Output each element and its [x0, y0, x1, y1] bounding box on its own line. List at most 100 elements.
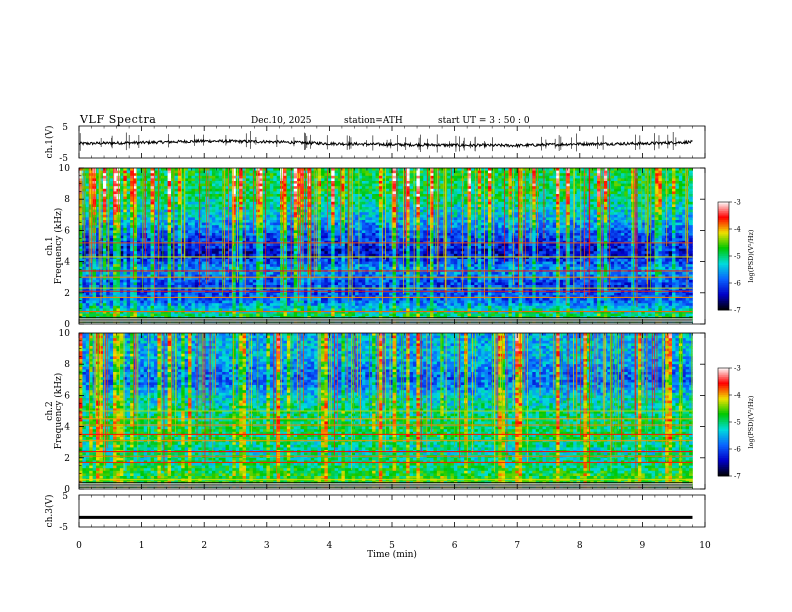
- ch.1-psd-cell: [198, 168, 203, 171]
- ch.1-psd-cell: [286, 168, 291, 171]
- ch.1-psd-cell: [136, 222, 141, 226]
- ch.1-psd-cell: [389, 227, 393, 231]
- ch.1-psd-cell: [324, 225, 329, 229]
- ch.1-psd-cell: [358, 183, 363, 187]
- ch.1-psd-cell: [273, 207, 278, 210]
- ch.1-psd-cell: [252, 188, 257, 192]
- ch.1-psd-cell: [96, 214, 100, 218]
- ch.1-psd-cell: [201, 178, 206, 182]
- ch.1-psd-cell: [413, 178, 417, 182]
- ch.1-psd-cell: [399, 235, 404, 239]
- ch.1-psd-cell: [188, 188, 192, 192]
- ch.1-psd-cell: [416, 183, 421, 187]
- ch.1-psd-cell: [109, 207, 114, 210]
- ch.1-psd-cell: [252, 199, 257, 203]
- ch.1-psd-cell: [290, 227, 295, 231]
- ch.1-psd-cell: [392, 186, 397, 190]
- ch.1-psd-cell: [672, 188, 676, 192]
- ch.1-psd-cell: [491, 225, 496, 229]
- ch.1-psd-cell: [678, 199, 683, 203]
- ch.1-psd-cell: [191, 238, 196, 242]
- ch.1-psd-cell: [280, 201, 284, 205]
- ch.1-psd-cell: [378, 173, 383, 177]
- ch.1-psd-cell: [167, 230, 172, 234]
- ch.1-psd-cell: [232, 183, 237, 187]
- ch.1-psd-cell: [249, 235, 254, 239]
- ch.1-psd-cell: [320, 183, 325, 187]
- ch.1-psd-cell: [515, 220, 520, 223]
- ch.1-psd-cell: [201, 183, 206, 187]
- ch.1-psd-cell: [341, 170, 346, 174]
- ch.1-psd-cell: [198, 220, 203, 223]
- ch.1-psd-cell: [130, 175, 134, 179]
- ch.1-psd-cell: [409, 196, 414, 200]
- ch.1-psd-cell: [341, 209, 346, 213]
- ch.1-psd-cell: [338, 194, 342, 197]
- ch.1-psd-cell: [668, 170, 673, 174]
- ch.1-psd-cell: [293, 207, 298, 210]
- ch.1-psd-cell: [341, 188, 346, 192]
- ch.1-psd-cell: [453, 212, 458, 216]
- ch.1-psd-cell: [327, 201, 332, 205]
- ch.1-psd-cell: [562, 183, 567, 187]
- ch.1-psd-cell: [191, 168, 196, 171]
- ch.1-psd-cell: [372, 225, 376, 229]
- ch.1-psd-cell: [85, 173, 90, 177]
- ch.1-psd-cell: [259, 191, 264, 195]
- ch.1-psd-cell: [109, 194, 114, 197]
- ch.1-psd-cell: [130, 173, 134, 177]
- ch.1-psd-cell: [416, 217, 421, 221]
- ch.1-psd-cell: [593, 220, 598, 223]
- ch.1-psd-cell: [136, 186, 141, 190]
- ch.1-psd-cell: [194, 220, 199, 223]
- ch.1-psd-cell: [211, 175, 216, 179]
- ch.1-psd-cell: [539, 196, 543, 200]
- ch.1-psd-cell: [597, 178, 601, 182]
- ch.1-psd-cell: [358, 188, 363, 192]
- ch.1-psd-cell: [508, 217, 513, 221]
- ch.1-psd-cell: [586, 178, 591, 182]
- ch.1-psd-cell: [228, 227, 233, 231]
- ch.1-psd-cell: [610, 175, 615, 179]
- ch.1-psd-cell: [522, 194, 526, 197]
- ch.1-psd-cell: [532, 209, 537, 213]
- ch.1-psd-cell: [211, 233, 216, 236]
- ch.1-psd-cell: [184, 214, 189, 218]
- ch.1-psd-cell: [525, 188, 530, 192]
- ch.1-psd-cell: [283, 199, 288, 203]
- ch.1-psd-cell: [109, 191, 114, 195]
- ch.1-psd-cell: [96, 196, 100, 200]
- ch.1-psd-cell: [416, 235, 421, 239]
- ch.1-psd-cell: [286, 225, 291, 229]
- ch.1-psd-cell: [252, 178, 257, 182]
- ch.1-psd-cell: [423, 233, 427, 236]
- ch.1-psd-cell: [668, 230, 673, 234]
- ch.1-psd-cell: [256, 170, 260, 174]
- ch.1-psd-cell: [416, 188, 421, 192]
- ch.1-psd-cell: [119, 178, 124, 182]
- ch.1-psd-cell: [263, 183, 267, 187]
- ch.1-psd-cell: [440, 199, 445, 203]
- ch.1-psd-cell: [409, 175, 414, 179]
- ch.1-psd-cell: [457, 209, 462, 213]
- ch.1-psd-cell: [522, 222, 526, 226]
- ch.1-psd-cell: [358, 227, 363, 231]
- ch.1-psd-cell: [576, 183, 581, 187]
- ch.1-psd-cell: [682, 207, 687, 210]
- ch.1-psd-cell: [423, 201, 427, 205]
- ch.1-psd-cell: [658, 194, 663, 197]
- ch.1-psd-cell: [198, 188, 203, 192]
- ch.1-psd-cell: [194, 230, 199, 234]
- ch.1-psd-cell: [624, 199, 629, 203]
- ch.1-psd-cell: [372, 204, 376, 208]
- ch.1-psd-cell: [358, 168, 363, 171]
- ch.1-psd-cell: [508, 212, 513, 216]
- ch.1-psd-cell: [637, 188, 642, 192]
- ch.1-psd-cell: [409, 181, 414, 184]
- ch.1-psd-cell: [164, 175, 168, 179]
- ch.1-psd-cell: [341, 207, 346, 210]
- ch.1-psd-cell: [675, 183, 680, 187]
- ch.1-psd-cell: [249, 181, 254, 184]
- ch.1-psd-cell: [426, 196, 431, 200]
- ch.1-psd-cell: [389, 204, 393, 208]
